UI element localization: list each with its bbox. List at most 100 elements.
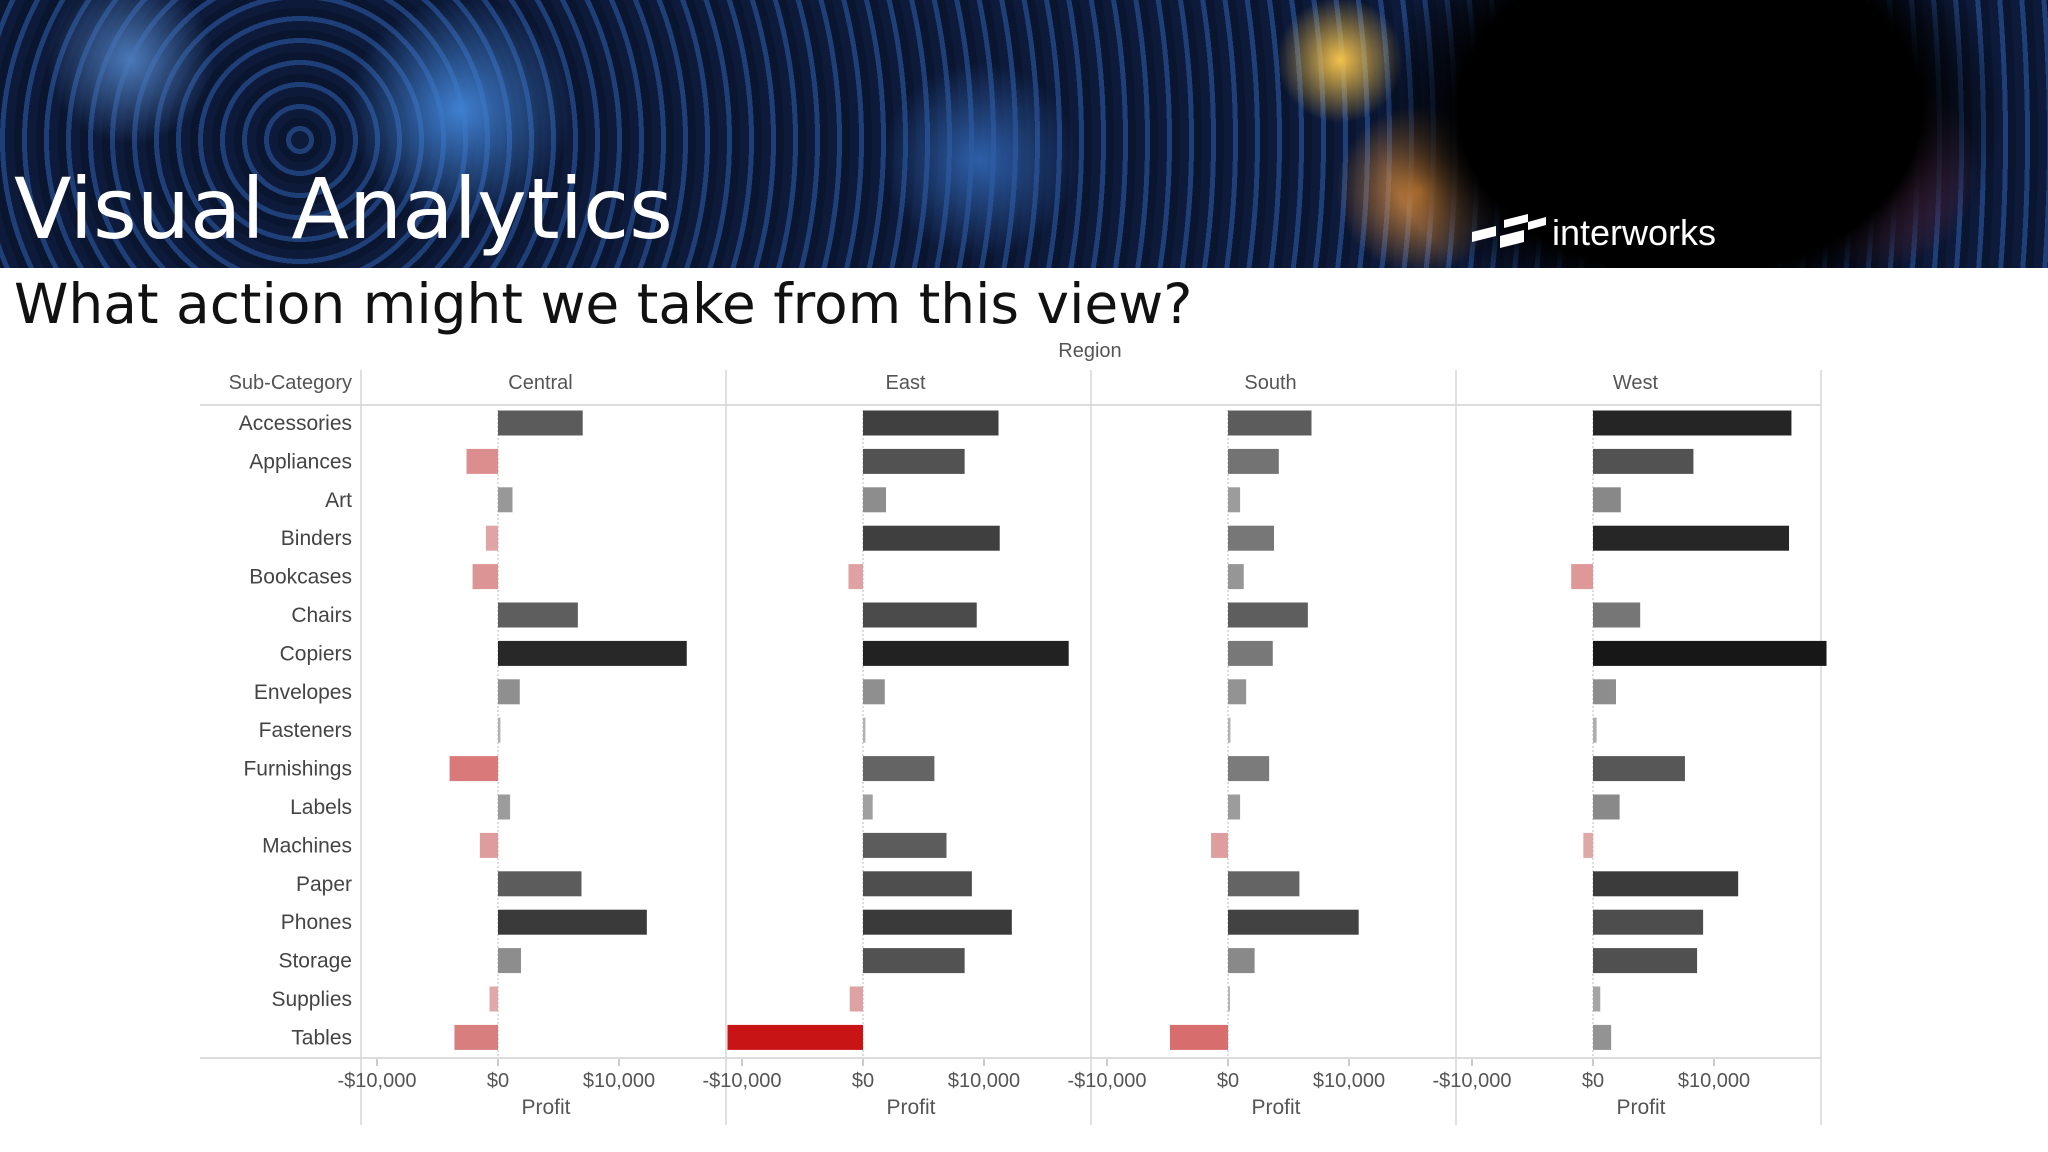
bar-central-appliances	[466, 448, 498, 474]
panel-header: East	[885, 372, 925, 394]
bar-central-chairs	[498, 602, 578, 628]
category-label: Chairs	[291, 604, 352, 627]
bar-central-bookcases	[472, 564, 498, 590]
category-label: Furnishings	[243, 758, 352, 781]
bar-west-tables	[1593, 1024, 1612, 1050]
bar-east-copiers	[863, 640, 1069, 666]
bar-central-storage	[498, 948, 521, 974]
bar-central-fasteners	[498, 717, 501, 743]
panel-header: Central	[508, 372, 572, 394]
bar-south-copiers	[1228, 640, 1273, 666]
category-label: Envelopes	[254, 681, 352, 704]
category-label: Labels	[290, 796, 352, 819]
bar-central-tables	[454, 1024, 498, 1050]
category-label: Machines	[262, 834, 352, 857]
bar-south-fasteners	[1228, 717, 1231, 743]
x-axis-label: Profit	[1251, 1096, 1300, 1119]
bar-west-art	[1593, 487, 1621, 513]
panel-header: South	[1244, 372, 1296, 394]
bar-south-storage	[1228, 948, 1255, 974]
bar-central-machines	[479, 832, 498, 858]
bar-east-storage	[863, 948, 965, 974]
bar-south-furnishings	[1228, 756, 1270, 782]
slide-title: Visual Analytics	[14, 160, 673, 258]
panel-header: West	[1613, 372, 1659, 394]
x-tick-label: -$10,000	[1068, 1070, 1147, 1092]
facet-title: Region	[1058, 340, 1121, 362]
bar-south-appliances	[1228, 448, 1279, 474]
bar-south-bookcases	[1228, 564, 1244, 590]
bar-south-supplies	[1228, 986, 1230, 1012]
bar-west-envelopes	[1593, 679, 1616, 705]
bar-south-binders	[1228, 525, 1274, 551]
bar-south-machines	[1211, 832, 1228, 858]
x-tick-label: $10,000	[1678, 1070, 1750, 1092]
slide-question: What action might we take from this view…	[14, 272, 1193, 336]
category-label: Paper	[296, 873, 352, 896]
bar-west-bookcases	[1571, 564, 1593, 590]
bar-south-accessories	[1228, 410, 1312, 436]
x-tick-label: $10,000	[1313, 1070, 1385, 1092]
bar-east-labels	[863, 794, 873, 820]
x-tick-label: $10,000	[948, 1070, 1020, 1092]
category-label: Fasteners	[259, 719, 352, 742]
bar-east-supplies	[849, 986, 863, 1012]
bar-central-supplies	[489, 986, 498, 1012]
category-label: Appliances	[249, 450, 352, 473]
x-tick-label: $0	[1217, 1070, 1239, 1092]
bar-east-phones	[863, 909, 1012, 935]
bar-west-accessories	[1593, 410, 1792, 436]
bar-west-supplies	[1593, 986, 1601, 1012]
category-label: Supplies	[271, 988, 352, 1011]
x-tick-label: -$10,000	[1433, 1070, 1512, 1092]
bar-west-furnishings	[1593, 756, 1685, 782]
bar-east-tables	[727, 1024, 863, 1050]
category-label: Storage	[278, 950, 352, 973]
bar-east-machines	[863, 832, 947, 858]
bar-east-envelopes	[863, 679, 885, 705]
bar-west-chairs	[1593, 602, 1641, 628]
bar-south-paper	[1228, 871, 1300, 897]
x-tick-label: $0	[1582, 1070, 1604, 1092]
bar-west-storage	[1593, 948, 1698, 974]
bar-central-envelopes	[498, 679, 520, 705]
bar-central-art	[498, 487, 513, 513]
x-tick-label: $0	[487, 1070, 509, 1092]
category-label: Phones	[281, 911, 352, 934]
bar-west-phones	[1593, 909, 1704, 935]
bar-central-paper	[498, 871, 582, 897]
x-tick-label: $10,000	[583, 1070, 655, 1092]
bar-west-labels	[1593, 794, 1620, 820]
x-axis-label: Profit	[1616, 1096, 1665, 1119]
bar-east-bookcases	[848, 564, 863, 590]
bar-central-binders	[485, 525, 498, 551]
bar-east-paper	[863, 871, 972, 897]
category-label: Art	[325, 489, 352, 512]
bar-south-envelopes	[1228, 679, 1247, 705]
header-banner: Visual Analytics interworks	[0, 0, 2048, 268]
logo-text: interworks	[1552, 212, 1717, 253]
bar-central-copiers	[498, 640, 687, 666]
bar-east-furnishings	[863, 756, 935, 782]
bar-west-paper	[1593, 871, 1739, 897]
bar-west-machines	[1583, 832, 1593, 858]
bar-east-appliances	[863, 448, 965, 474]
x-tick-label: $0	[852, 1070, 874, 1092]
x-axis-label: Profit	[886, 1096, 935, 1119]
bar-west-appliances	[1593, 448, 1694, 474]
bar-east-fasteners	[863, 717, 866, 743]
bar-east-binders	[863, 525, 1000, 551]
category-label: Accessories	[239, 412, 352, 435]
bar-west-copiers	[1593, 640, 1827, 666]
bar-south-chairs	[1228, 602, 1308, 628]
x-tick-label: -$10,000	[338, 1070, 417, 1092]
bar-east-art	[863, 487, 886, 513]
bar-west-binders	[1593, 525, 1790, 551]
profit-by-region-chart: Region Sub-Category Accessories Appliance…	[200, 340, 1827, 1125]
bar-south-tables	[1169, 1024, 1228, 1050]
bar-south-phones	[1228, 909, 1359, 935]
bar-central-labels	[498, 794, 511, 820]
category-label: Copiers	[280, 642, 352, 665]
logo-mark-icon	[1472, 214, 1546, 248]
bar-central-accessories	[498, 410, 583, 436]
